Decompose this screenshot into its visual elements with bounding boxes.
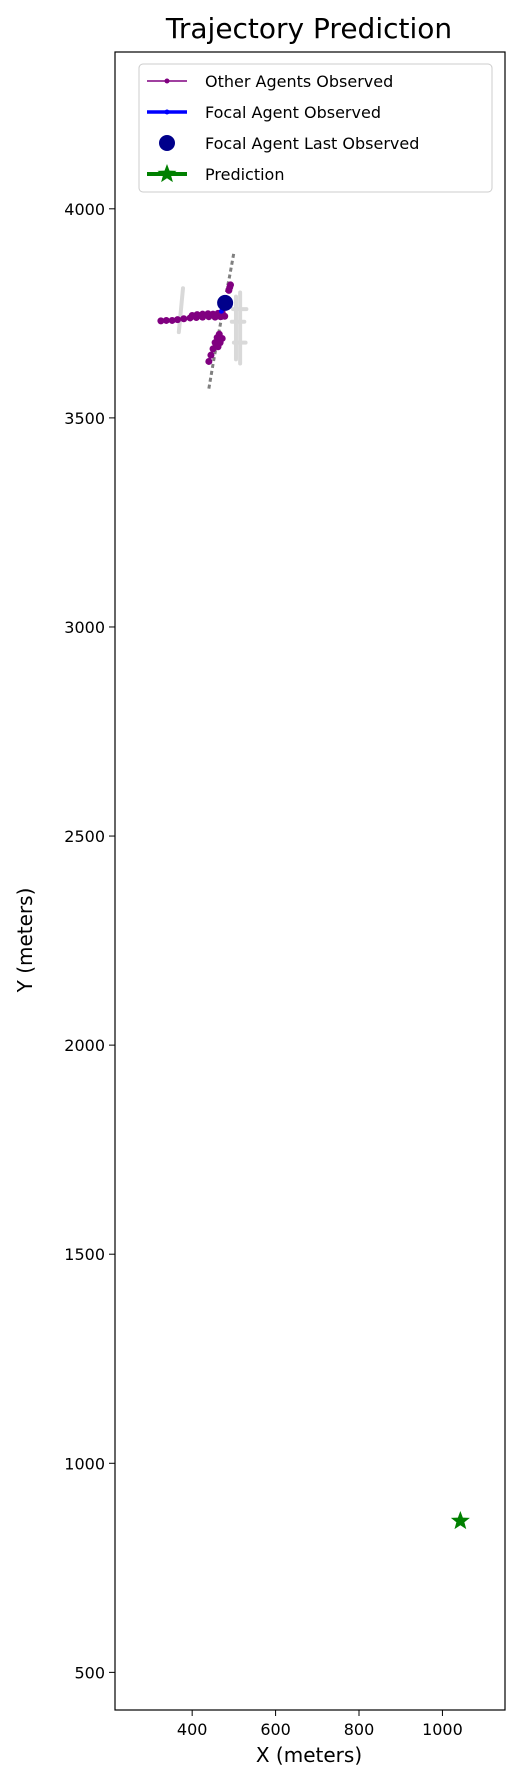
chart-title: Trajectory Prediction xyxy=(165,12,452,45)
legend-swatch-prediction-star xyxy=(157,164,177,183)
other-agent-point xyxy=(204,310,212,318)
axes: 400 600 800 1000 500 1000 1500 2000 2500 3000 3500… xyxy=(64,51,506,1739)
x-tick-label: 400 xyxy=(177,1720,208,1739)
legend: Other Agents Observed Focal Agent Observe… xyxy=(138,63,493,193)
y-tick-label: 3500 xyxy=(64,409,105,428)
other-agent-point xyxy=(218,334,226,342)
trajectory-lane xyxy=(207,252,236,389)
legend-label: Other Agents Observed xyxy=(205,72,393,91)
plot-area xyxy=(157,252,470,1530)
other-agent-point xyxy=(168,316,176,324)
legend-swatch-other-agents-dot xyxy=(164,78,170,84)
other-agent-point xyxy=(180,315,188,323)
other-agent-point xyxy=(193,311,201,319)
legend-label: Focal Agent Last Observed xyxy=(205,134,419,153)
prediction-star xyxy=(450,1510,470,1530)
y-tick-label: 2500 xyxy=(64,827,105,846)
other-agent-point xyxy=(162,316,170,324)
y-tick-label: 1500 xyxy=(64,1245,105,1264)
y-tick-label: 500 xyxy=(74,1663,105,1682)
other-agent-point xyxy=(207,351,215,359)
map-lane-0 xyxy=(176,286,185,335)
y-tick-label: 4000 xyxy=(64,200,105,219)
legend-label: Focal Agent Observed xyxy=(205,103,381,122)
x-tick-label: 600 xyxy=(260,1720,291,1739)
y-tick-label: 2000 xyxy=(64,1036,105,1055)
focal-agent-last-marker xyxy=(217,294,234,311)
y-axis-title: Y (meters) xyxy=(13,888,37,994)
y-tick-label: 1000 xyxy=(64,1454,105,1473)
other-agent-point xyxy=(199,310,207,318)
x-tick-label: 1000 xyxy=(422,1720,463,1739)
other-agent-point xyxy=(174,316,182,324)
other-agent-point xyxy=(157,317,165,325)
plot-content xyxy=(157,252,470,1530)
plot-frame xyxy=(114,51,506,1711)
other-agent-point xyxy=(205,357,213,365)
other-agent-point xyxy=(227,281,235,289)
legend-swatch-focal-observed-dot xyxy=(164,109,170,115)
legend-label: Prediction xyxy=(205,165,284,184)
y-tick-label: 3000 xyxy=(64,618,105,637)
legend-swatch-focal-last xyxy=(159,135,175,151)
x-tick-label: 800 xyxy=(344,1720,375,1739)
legend-box xyxy=(138,63,493,193)
x-axis-title: X (meters) xyxy=(256,1743,362,1767)
